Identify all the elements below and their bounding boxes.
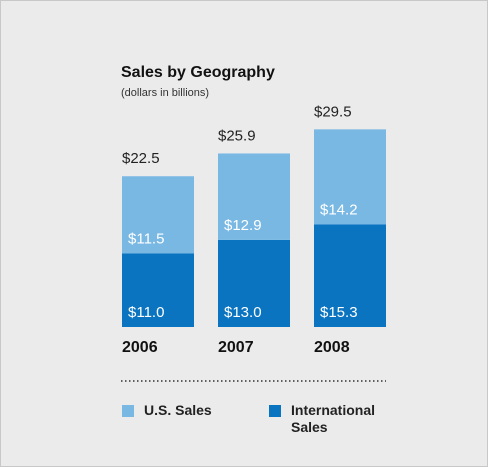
legend-label: International Sales xyxy=(291,402,376,435)
bar-segment xyxy=(218,239,290,327)
value-label: $14.2 xyxy=(320,201,358,218)
bar-segment xyxy=(314,129,386,225)
chart-subtitle: (dollars in billions) xyxy=(121,87,209,99)
value-label: $15.3 xyxy=(320,304,358,321)
x-tick-label: 2008 xyxy=(314,339,350,356)
bar-segment xyxy=(122,253,194,327)
x-tick-label: 2006 xyxy=(122,339,158,356)
total-label: $29.5 xyxy=(314,103,352,120)
value-label: $12.9 xyxy=(224,217,262,234)
value-label: $13.0 xyxy=(224,304,262,321)
bar-segment xyxy=(122,176,194,254)
x-tick-label: 2007 xyxy=(218,339,254,356)
legend-label: U.S. Sales xyxy=(144,402,212,418)
chart-title: Sales by Geography xyxy=(121,64,275,81)
legend-swatch xyxy=(122,405,134,417)
value-label: $11.0 xyxy=(128,304,164,321)
value-label: $11.5 xyxy=(128,230,164,247)
total-label: $22.5 xyxy=(122,150,160,167)
total-label: $25.9 xyxy=(218,127,256,144)
legend-swatch xyxy=(269,405,281,417)
bar-segment xyxy=(218,153,290,240)
bar-segment xyxy=(314,224,386,327)
